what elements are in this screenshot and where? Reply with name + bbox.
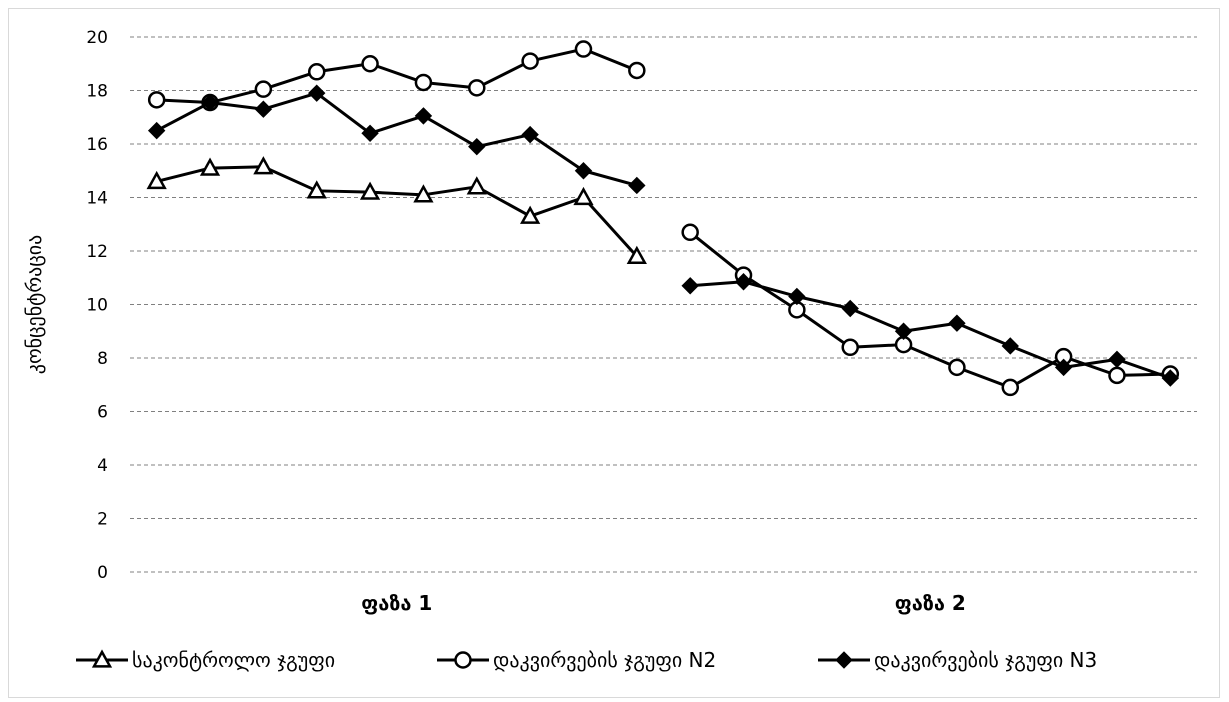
data-point [894,322,913,340]
data-point [254,100,273,118]
data-point [413,184,434,203]
legend-marker [454,651,472,669]
y-tick-label: 14 [86,189,108,209]
legend-marker [91,649,113,668]
data-point [308,84,326,102]
series-line [156,165,638,258]
data-point [628,176,646,195]
data-point [681,223,699,242]
series-line [155,91,638,187]
legend-marker [835,651,853,669]
data-point [146,170,167,190]
data-point [841,299,859,318]
gridlines [130,36,1197,573]
legend: საკონტროლო ჯგუფი დაკვირვების ჯგუფი N2 დაკვ… [76,648,1097,672]
series-2 [147,40,1180,397]
data-point [574,162,593,180]
y-tick-label: 10 [86,296,108,316]
data-point [521,125,539,144]
legend-label: დაკვირვების ჯგუფი N3 [874,648,1097,672]
y-tick-label: 12 [86,242,108,262]
y-tick-label: 18 [86,82,108,102]
data-point [681,277,699,295]
data-point [788,287,806,306]
data-point [1161,369,1180,387]
data-point [307,63,326,81]
data-point [306,180,327,199]
data-point [734,273,753,291]
data-point [948,358,966,377]
data-point [201,93,219,112]
data-point [1108,350,1126,369]
data-point [520,205,541,224]
data-point [359,181,381,200]
data-point [1108,366,1126,385]
data-point [147,121,166,140]
series-line [690,280,1171,380]
data-point [841,338,859,357]
y-tick-label: 8 [97,349,108,369]
data-point [573,186,594,206]
x-category-label: ფაზა 1 [361,591,432,615]
data-point [628,61,646,80]
data-point [574,40,593,58]
data-point [468,137,486,156]
legend-item: დაკვირვების ჯგუფი N2 [437,648,716,672]
y-axis-title: კონცენტრაცია [22,235,46,375]
data-point [1001,337,1019,355]
series-group [146,40,1180,397]
legend-item: დაკვირვების ჯგუფი N3 [818,648,1097,672]
data-point [199,157,221,176]
y-tick-label: 2 [97,510,108,530]
legend-label: დაკვირვების ჯგუფი N2 [493,648,716,672]
data-point [147,91,166,109]
data-point [1054,358,1073,377]
data-point [254,80,273,98]
series-1 [146,156,647,264]
y-tick-label: 4 [97,456,108,476]
data-point [1001,378,1020,397]
y-tick-label: 6 [97,403,108,423]
data-point [626,245,647,264]
data-point [361,124,379,143]
data-point [948,314,966,332]
y-tick-label: 16 [86,135,108,155]
legend-label: საკონტროლო ჯგუფი [132,648,335,672]
data-point [253,156,274,175]
y-tick-label: 20 [86,28,108,48]
data-point [414,107,433,125]
data-point [414,73,433,92]
x-category-label: ფაზა 2 [895,591,966,615]
y-tick-label: 0 [97,563,108,583]
legend-item: საკონტროლო ჯგუფი [76,648,335,672]
data-point [521,52,539,70]
data-point [468,79,486,97]
series-line [689,231,1171,389]
series-3 [147,84,1180,387]
x-axis-categories: ფაზა 1 ფაზა 2 [361,591,966,615]
series-line [156,47,638,105]
y-axis-ticks: 0 2 4 6 8 10 12 14 16 18 20 [86,28,108,583]
data-point [361,55,379,73]
data-point [466,176,487,195]
